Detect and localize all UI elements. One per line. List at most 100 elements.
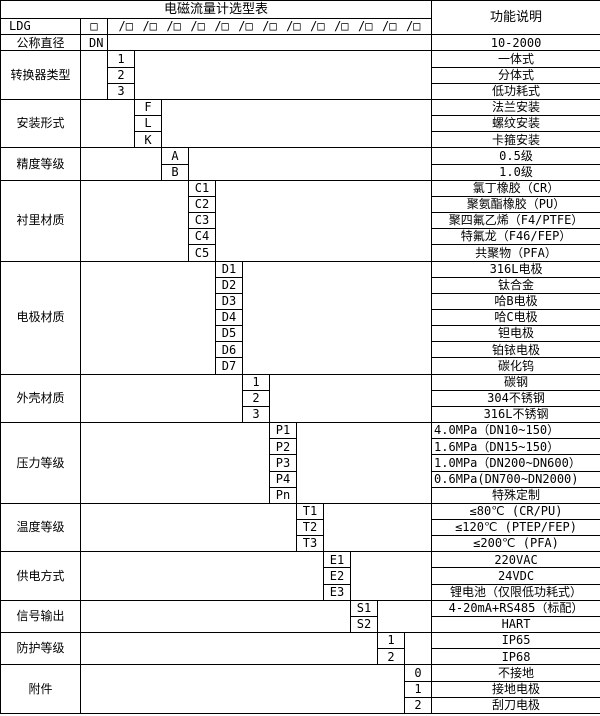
- slot-box: /□: [118, 19, 133, 34]
- desc-cell: ≤120℃ (PTEP/FEP): [431, 519, 600, 537]
- code-cell: D4: [215, 308, 243, 327]
- spacer-cell: [295, 422, 433, 504]
- section-label-pressure: 压力等级: [0, 422, 81, 504]
- desc-cell: 低功耗式: [431, 82, 600, 100]
- spacer-cell: [322, 502, 433, 553]
- spacer-cell: [268, 373, 433, 424]
- code-cell: S1: [350, 599, 378, 617]
- desc-cell: 分体式: [431, 66, 600, 84]
- code-cell: 0: [403, 664, 433, 682]
- code-cell: 2: [377, 648, 405, 666]
- slot-box: /□: [286, 19, 301, 34]
- spacer-cell: [80, 147, 162, 181]
- section-label-diameter: 公称直径: [0, 34, 81, 52]
- code-cell: D3: [215, 292, 243, 310]
- spacer-cell: [80, 632, 378, 666]
- model-slot-row: /□ /□ /□ /□ /□ /□ /□ /□ /□ /□ /□ /□ /□: [109, 20, 430, 33]
- model-slot-boxes: /□ /□ /□ /□ /□ /□ /□ /□ /□ /□ /□ /□ /□: [106, 18, 433, 36]
- spacer-cell: [241, 260, 433, 375]
- desc-cell: 特殊定制: [431, 486, 600, 504]
- spacer-cell: [403, 632, 433, 666]
- slot-box: /□: [238, 19, 253, 34]
- desc-cell: 304不锈钢: [431, 389, 600, 407]
- section-label-protection: 防护等级: [0, 632, 81, 666]
- section-label-accessories: 附件: [0, 664, 81, 714]
- slot-box: /□: [334, 19, 349, 34]
- desc-cell: 共聚物（PFA）: [431, 244, 600, 262]
- code-cell: C1: [188, 179, 216, 197]
- desc-cell: 一体式: [431, 50, 600, 68]
- desc-cell: IP68: [431, 648, 600, 666]
- desc-cell: ≤200℃ (PFA): [431, 535, 600, 553]
- code-cell: F: [134, 98, 162, 117]
- desc-cell: 0.5级: [431, 147, 600, 165]
- code-cell: C3: [188, 212, 216, 230]
- desc-cell: 聚氨酯橡胶（PU）: [431, 195, 600, 214]
- spacer-cell: [80, 179, 189, 262]
- desc-cell: IP65: [431, 632, 600, 650]
- desc-cell: 铂铱电极: [431, 341, 600, 359]
- section-label-accuracy: 精度等级: [0, 147, 81, 181]
- code-cell: 1: [403, 680, 433, 698]
- code-cell: S2: [350, 615, 378, 634]
- code-cell: D5: [215, 325, 243, 343]
- spacer-cell: [376, 599, 433, 634]
- slot-box: /□: [142, 19, 157, 34]
- desc-cell: 1.0MPa（DN200~DN600）: [431, 454, 600, 472]
- spacer-cell: [160, 98, 433, 149]
- code-cell: P4: [269, 470, 297, 488]
- code-cell: T1: [296, 502, 324, 521]
- code-cell: 2: [403, 696, 433, 715]
- desc-cell: 316L不锈钢: [431, 405, 600, 424]
- desc-cell: 刮刀电极: [431, 696, 600, 715]
- code-cell: 3: [107, 82, 135, 100]
- spacer-cell: [80, 664, 405, 714]
- desc-cell: 4.0MPa（DN10~150）: [431, 422, 600, 440]
- desc-cell: 锂电池（仅限低功耗式）: [431, 583, 600, 601]
- desc-cell: 1.0级: [431, 163, 600, 181]
- code-cell: 2: [107, 66, 135, 84]
- function-column-header: 功能说明: [431, 0, 600, 36]
- spacer-cell: [80, 502, 297, 553]
- section-label-power-supply: 供电方式: [0, 551, 81, 601]
- section-label-lining: 衬里材质: [0, 179, 81, 262]
- code-cell: C2: [188, 195, 216, 214]
- code-cell: 2: [242, 389, 270, 407]
- section-label-temperature: 温度等级: [0, 502, 81, 553]
- desc-cell: HART: [431, 615, 600, 634]
- slot-box: /□: [166, 19, 181, 34]
- spacer-cell: [80, 422, 270, 504]
- desc-cell: 氯丁橡胶（CR）: [431, 179, 600, 197]
- slot-box: /□: [190, 19, 205, 34]
- code-cell: K: [134, 131, 162, 149]
- code-cell: D1: [215, 260, 243, 278]
- code-cell: T2: [296, 519, 324, 537]
- desc-cell: 0.6MPa(DN700~DN2000): [431, 470, 600, 488]
- spacer-cell: [133, 50, 433, 100]
- code-cell: P2: [269, 438, 297, 456]
- code-cell: D6: [215, 341, 243, 359]
- code-cell: E2: [323, 567, 351, 585]
- desc-cell: 不接地: [431, 664, 600, 682]
- spacer-cell: [80, 50, 108, 100]
- code-cell: C4: [188, 228, 216, 246]
- spacer-cell: [187, 147, 433, 181]
- slot-box: /□: [214, 19, 229, 34]
- section-label-converter-type: 转换器类型: [0, 50, 81, 100]
- desc-cell: 220VAC: [431, 551, 600, 569]
- desc-cell: 钽电极: [431, 325, 600, 343]
- desc-cell: 4-20mA+RS485（标配）: [431, 599, 600, 617]
- code-cell: B: [161, 163, 189, 181]
- section-label-installation: 安装形式: [0, 98, 81, 149]
- desc-cell: 螺纹安装: [431, 115, 600, 133]
- slot-box: /□: [310, 19, 325, 34]
- code-cell: P3: [269, 454, 297, 472]
- spacer-cell: [106, 34, 433, 52]
- code-cell: 1: [377, 632, 405, 650]
- code-cell: L: [134, 115, 162, 133]
- spacer-cell: [80, 260, 216, 375]
- desc-cell: 哈C电极: [431, 308, 600, 327]
- slot-box: /□: [262, 19, 277, 34]
